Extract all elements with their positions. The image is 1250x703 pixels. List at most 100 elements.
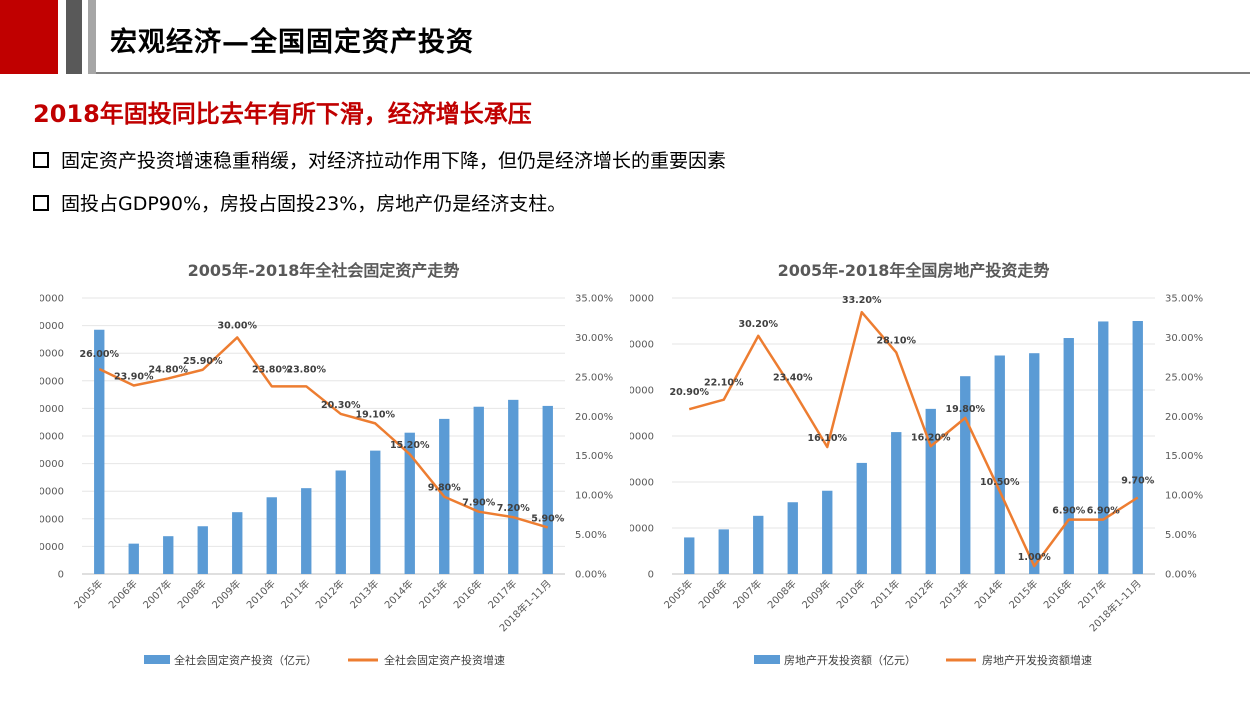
bar xyxy=(335,470,346,574)
data-label: 7.20% xyxy=(497,503,530,514)
bullet-item: 固投占GDP90%，房投占固投23%，房地产仍是经济支柱。 xyxy=(33,189,566,216)
y2-tick-label: 35.00% xyxy=(1165,294,1203,305)
x-tick-label: 2005年 xyxy=(71,577,105,611)
y-tick-label: 60000 xyxy=(630,432,654,443)
bar xyxy=(473,406,484,574)
y2-tick-label: 5.00% xyxy=(1165,530,1197,541)
x-tick-label: 2014年 xyxy=(382,577,416,611)
legend-swatch-bar xyxy=(754,655,780,664)
header-divider xyxy=(96,72,1250,74)
y-tick-label: 500000 xyxy=(40,432,64,443)
data-label: 10.50% xyxy=(980,477,1020,488)
y-tick-label: 200000 xyxy=(40,514,64,525)
x-tick-label: 2008年 xyxy=(175,577,209,611)
y2-tick-label: 35.00% xyxy=(575,294,613,305)
y-tick-label: 300000 xyxy=(40,487,64,498)
headline: 2018年固投同比去年有所下滑，经济增长承压 xyxy=(33,100,532,128)
bar xyxy=(163,536,174,574)
data-label: 5.90% xyxy=(531,513,564,524)
y2-tick-label: 30.00% xyxy=(1165,333,1203,344)
header-grey-stripe xyxy=(88,0,96,74)
bar xyxy=(542,405,553,574)
chart-real-estate-investment: 2005年-2018年全国房地产投资走势 0 20000 40000 60000 8000… xyxy=(630,250,1220,690)
bar xyxy=(94,329,105,574)
y2-tick-label: 25.00% xyxy=(1165,372,1203,383)
legend-label: 全社会固定资产投资增速 xyxy=(384,653,505,667)
bar xyxy=(684,537,695,574)
x-tick-label: 2012年 xyxy=(903,577,937,611)
x-tick-label: 2013年 xyxy=(937,577,971,611)
chart-svg: 2005年-2018年全国房地产投资走势 0 20000 40000 60000 8000… xyxy=(630,261,1203,667)
bar xyxy=(960,376,971,574)
bullet-text: 固定资产投资增速稳重稍缓，对经济拉动作用下降，但仍是经济增长的重要因素 xyxy=(61,150,727,172)
y-tick-label: 80000 xyxy=(630,386,654,397)
data-label: 15.20% xyxy=(390,440,430,451)
bar xyxy=(753,515,764,574)
growth-line xyxy=(688,310,1139,568)
x-tick-label: 2011年 xyxy=(278,577,312,611)
data-label: 23.40% xyxy=(773,372,813,383)
y-tick-label: 120000 xyxy=(630,294,654,305)
data-label: 23.80% xyxy=(252,364,292,375)
bar xyxy=(1063,338,1074,574)
data-label: 28.10% xyxy=(876,335,916,346)
bar xyxy=(508,399,519,574)
bar xyxy=(404,432,415,574)
y2-tick-label: 20.00% xyxy=(1165,412,1203,423)
legend-label: 房地产开发投资额（亿元） xyxy=(784,653,916,667)
bullet-text: 固投占GDP90%，房投占固投23%，房地产仍是经济支柱。 xyxy=(61,193,567,215)
data-label: 16.10% xyxy=(807,433,847,444)
x-tick-label: 2014年 xyxy=(972,577,1006,611)
data-label: 20.90% xyxy=(669,387,709,398)
bar xyxy=(1029,353,1040,574)
y2-tick-label: 0.00% xyxy=(1165,570,1197,581)
bar xyxy=(856,462,867,574)
x-tick-label: 2008年 xyxy=(765,577,799,611)
x-tick-label: 2009年 xyxy=(799,577,833,611)
y2-tick-label: 5.00% xyxy=(575,530,607,541)
chart-fixed-asset-investment: 2005年-2018年全社会固定资产走势 0 100000 200000 300000 4… xyxy=(40,250,630,690)
bullet-item: 固定资产投资增速稳重稍缓，对经济拉动作用下降，但仍是经济增长的重要因素 xyxy=(33,146,726,173)
x-tick-label: 2007年 xyxy=(730,577,764,611)
y2-tick-label: 0.00% xyxy=(575,570,607,581)
y2-tick-label: 25.00% xyxy=(575,372,613,383)
growth-line xyxy=(98,336,549,529)
data-label: 30.00% xyxy=(217,320,257,331)
data-label: 30.20% xyxy=(738,319,778,330)
y-tick-label: 100000 xyxy=(40,542,64,553)
y2-tick-label: 15.00% xyxy=(575,451,613,462)
y2-tick-label: 10.00% xyxy=(575,491,613,502)
data-label: 24.80% xyxy=(148,364,188,375)
y-tick-label: 900000 xyxy=(40,321,64,332)
x-tick-label: 2007年 xyxy=(140,577,174,611)
bar xyxy=(994,355,1005,574)
y-tick-label: 400000 xyxy=(40,459,64,470)
y2-tick-label: 10.00% xyxy=(1165,491,1203,502)
x-tick-label: 2016年 xyxy=(1041,577,1075,611)
bar xyxy=(787,502,798,574)
y-tick-label: 100000 xyxy=(630,340,654,351)
x-tick-label: 2017年 xyxy=(485,577,519,611)
bar xyxy=(1132,321,1143,574)
bar xyxy=(197,526,208,574)
x-tick-label: 2005年 xyxy=(661,577,695,611)
chart-svg: 2005年-2018年全社会固定资产走势 0 100000 200000 300000 4… xyxy=(40,261,613,667)
y-tick-label: 40000 xyxy=(630,478,654,489)
data-label: 33.20% xyxy=(842,295,882,306)
bar xyxy=(370,450,381,574)
y-tick-label: 1000000 xyxy=(40,294,64,305)
header-red-block xyxy=(0,0,58,74)
x-tick-label: 2015年 xyxy=(1006,577,1040,611)
header-dark-stripe xyxy=(66,0,82,74)
data-label: 25.90% xyxy=(183,356,223,367)
data-label: 16.20% xyxy=(911,432,951,443)
y2-tick-label: 20.00% xyxy=(575,412,613,423)
bar xyxy=(1098,321,1109,574)
x-tick-label: 2013年 xyxy=(347,577,381,611)
data-label: 1.00% xyxy=(1018,552,1051,563)
bar xyxy=(822,490,833,574)
data-label: 6.90% xyxy=(1052,506,1085,517)
bar xyxy=(718,529,729,574)
bar xyxy=(891,432,902,574)
x-tick-label: 2006年 xyxy=(696,577,730,611)
